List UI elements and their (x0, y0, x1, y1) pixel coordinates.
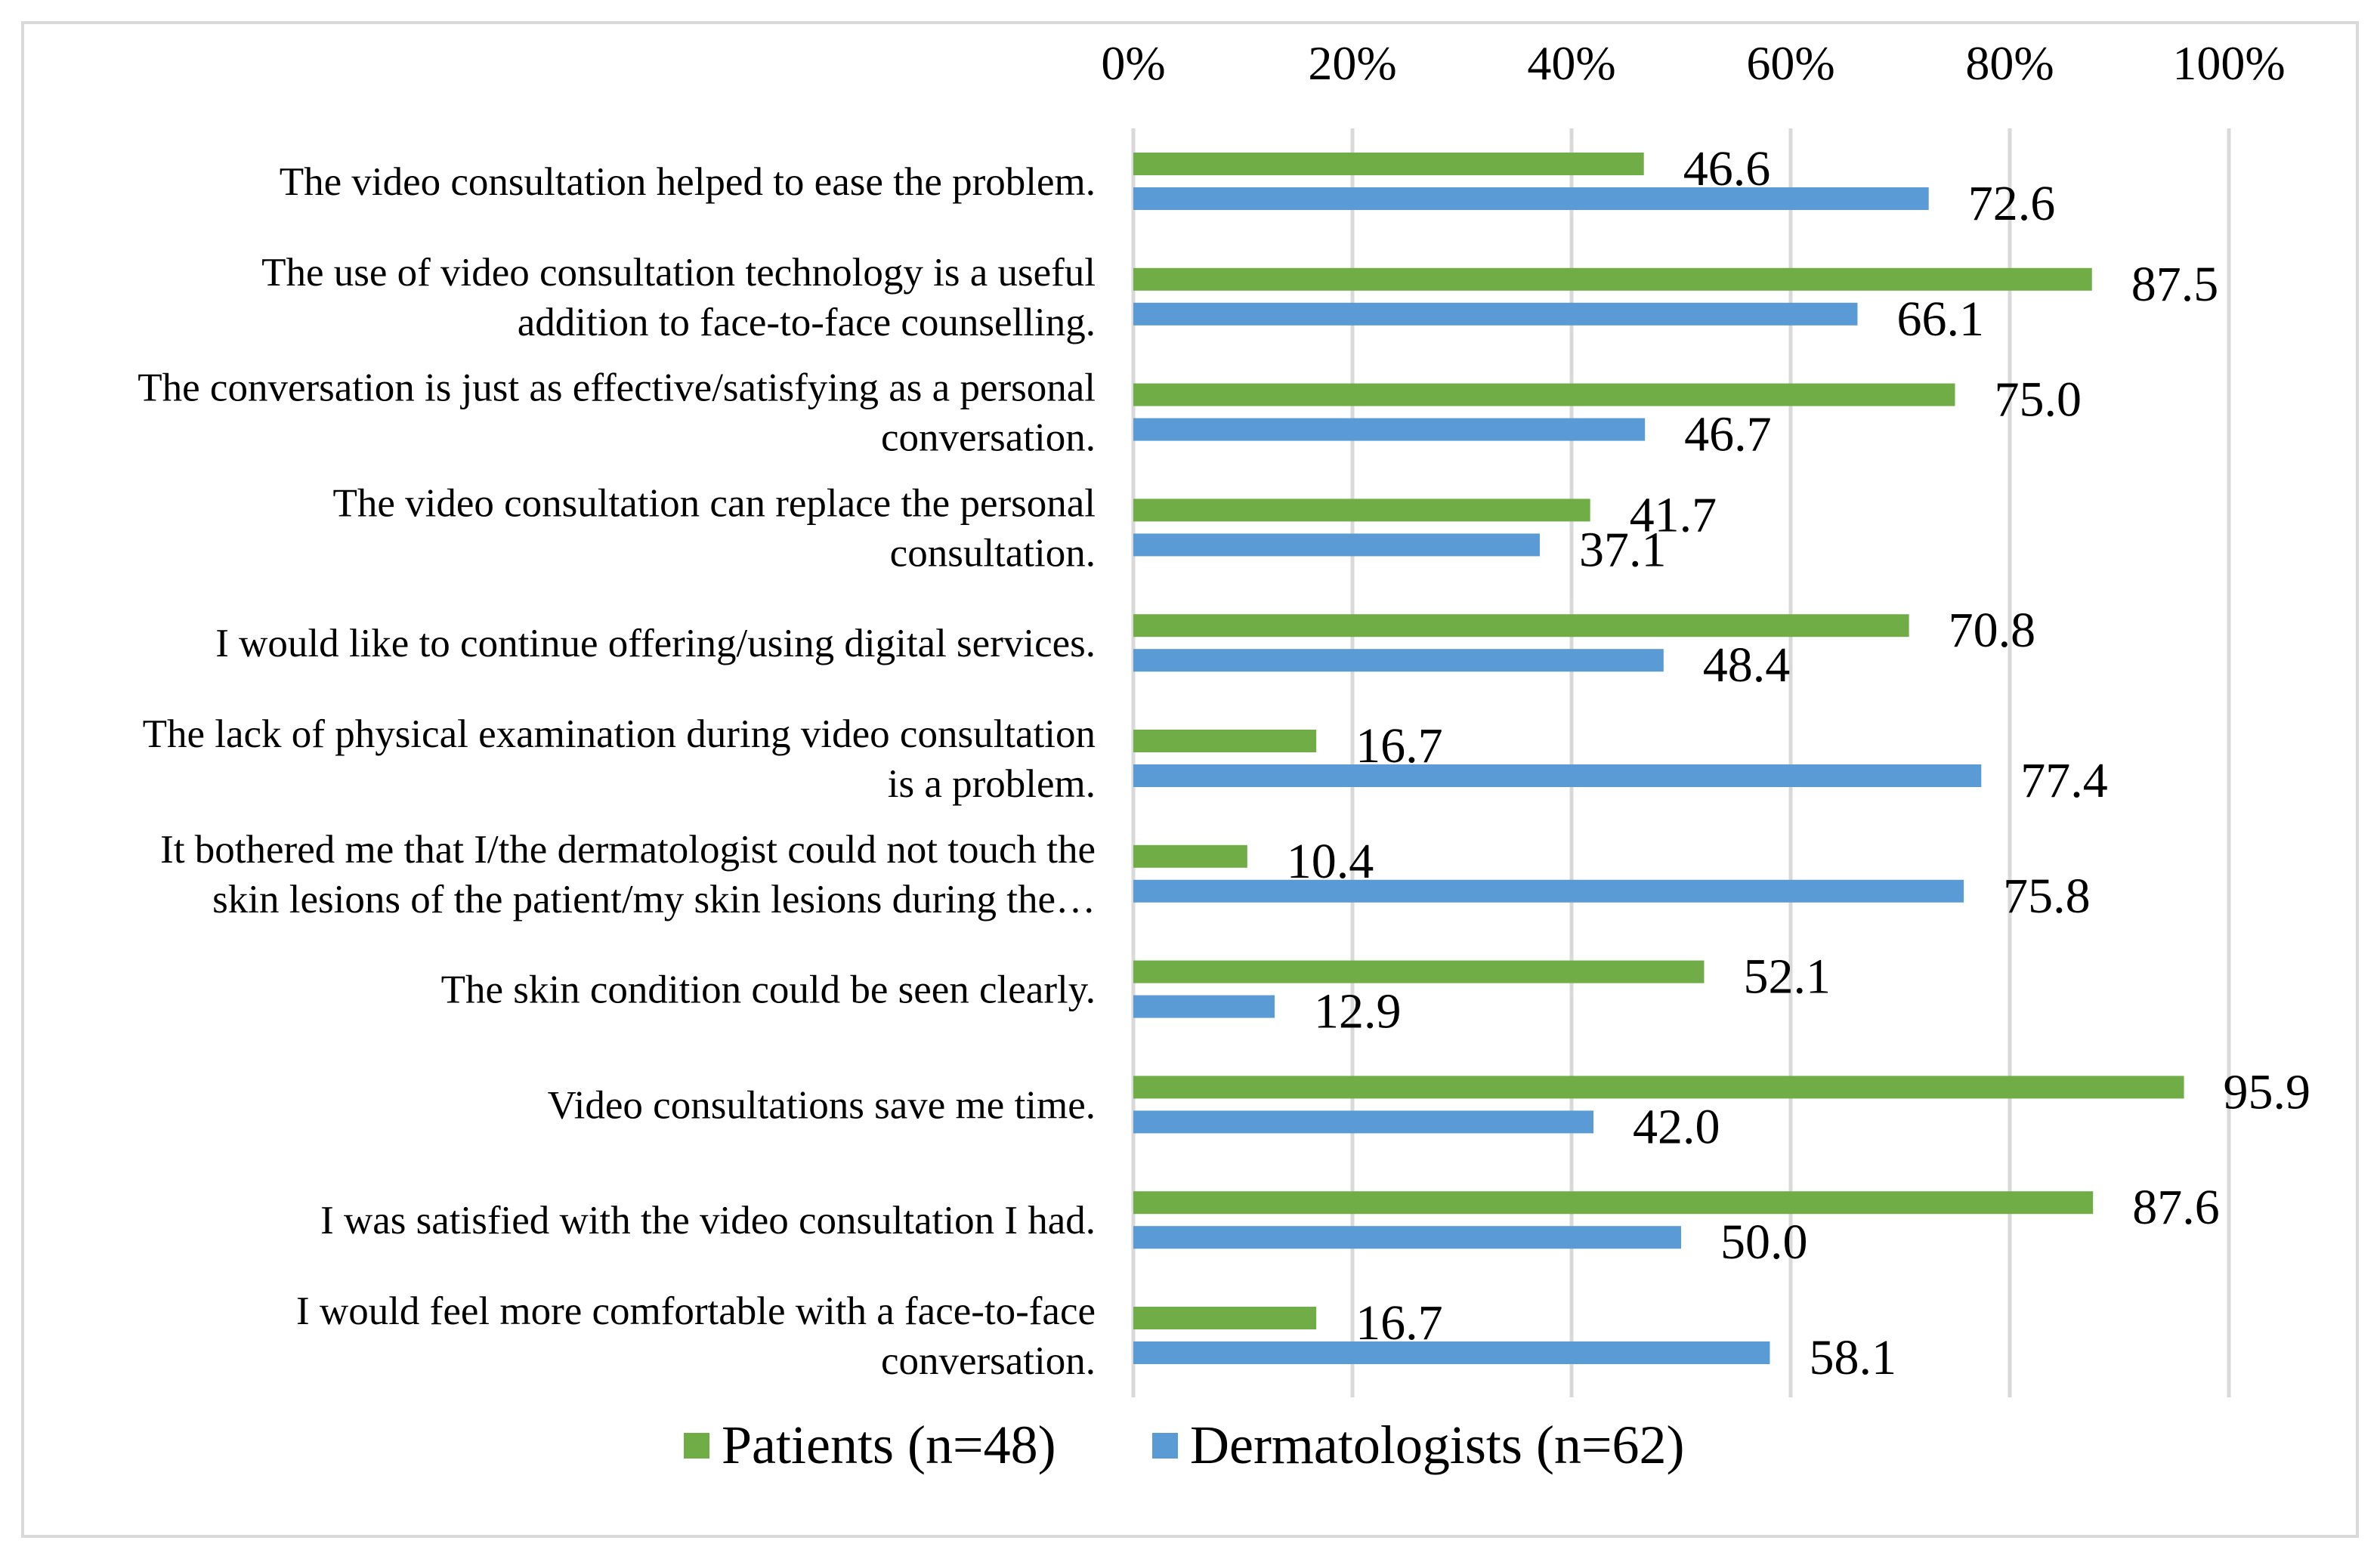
data-label: 95.9 (2224, 1064, 2311, 1119)
bars (1133, 153, 2184, 1364)
bar-patients (1133, 153, 1644, 175)
data-label: 87.6 (2132, 1180, 2220, 1235)
bar-patients (1133, 1307, 1317, 1329)
bar-dermatologists (1133, 995, 1275, 1018)
data-label: 41.7 (1630, 487, 1717, 542)
data-label: 42.0 (1633, 1099, 1720, 1154)
bar-dermatologists (1133, 418, 1646, 441)
x-tick-label: 80% (1965, 36, 2054, 90)
bar-patients (1133, 614, 1909, 637)
legend: Patients (n=48) Dermatologists (n=62) (684, 1415, 1685, 1475)
bar-patients (1133, 960, 1705, 983)
data-label: 87.5 (2131, 257, 2219, 312)
data-label: 37.1 (1579, 522, 1667, 577)
bar-dermatologists (1133, 533, 1540, 557)
x-tick-label: 40% (1527, 36, 1615, 90)
bar-dermatologists (1133, 649, 1664, 672)
data-label: 70.8 (1949, 603, 2036, 658)
data-label: 16.7 (1355, 718, 1443, 773)
data-label: 52.1 (1743, 949, 1831, 1005)
x-tick-label: 60% (1746, 36, 1834, 90)
data-label: 72.6 (1968, 176, 2056, 231)
data-label: 48.4 (1703, 637, 1791, 693)
x-tick-label: 20% (1308, 36, 1396, 90)
x-tick-label: 0% (1101, 36, 1165, 90)
data-label: 58.1 (1809, 1330, 1896, 1385)
category-label: The lack of physical examination during … (143, 712, 1096, 806)
data-label: 75.0 (1995, 372, 2082, 428)
data-label: 16.7 (1355, 1295, 1443, 1351)
bar-patients (1133, 499, 1590, 522)
legend-label: Patients (n=48) (722, 1415, 1056, 1475)
bar-dermatologists (1133, 1110, 1593, 1134)
data-label: 46.6 (1683, 141, 1771, 196)
bar-dermatologists (1133, 187, 1929, 210)
data-label: 10.4 (1287, 834, 1374, 889)
category-label: The video consultation can replace the p… (332, 481, 1096, 575)
bar-patients (1133, 730, 1317, 752)
category-label: The conversation is just as effective/sa… (138, 366, 1096, 460)
bar-patients (1133, 1076, 2184, 1099)
data-label: 77.4 (2020, 753, 2108, 808)
category-labels: The video consultation helped to ease th… (138, 160, 1096, 1383)
category-label: The video consultation helped to ease th… (280, 160, 1096, 204)
data-label: 50.0 (1720, 1215, 1808, 1270)
bar-patients (1133, 383, 1955, 406)
category-label: I would feel more comfortable with a fac… (296, 1289, 1096, 1383)
bar-patients (1133, 844, 1247, 868)
bar-dermatologists (1133, 302, 1858, 326)
category-label: It bothered me that I/the dermatologist … (160, 828, 1096, 922)
data-label: 75.8 (2003, 869, 2091, 924)
x-tick-label: 100% (2172, 36, 2285, 90)
bar-patients (1133, 267, 2092, 291)
category-label: The use of video consultation technology… (261, 251, 1096, 344)
bar-dermatologists (1133, 1341, 1770, 1364)
data-label: 12.9 (1314, 984, 1402, 1039)
x-axis-ticks: 0% 20% 40% 60% 80% 100% (1101, 36, 2285, 90)
data-labels: 46.6 72.6 87.5 66.175.0 46.7 41.737.1 70.8 48.4… (1287, 141, 2310, 1385)
data-label: 66.1 (1896, 292, 1984, 347)
legend-swatch (684, 1433, 709, 1459)
category-label: I was satisfied with the video consultat… (320, 1199, 1096, 1243)
category-label: Video consultations save me time. (548, 1083, 1096, 1127)
legend-swatch (1152, 1433, 1178, 1459)
bar-dermatologists (1133, 764, 1982, 787)
gridlines (1131, 128, 2231, 1397)
bar-patients (1133, 1191, 2094, 1215)
bar-dermatologists (1133, 1226, 1681, 1249)
category-label: The skin condition could be seen clearly… (441, 968, 1096, 1012)
data-label: 46.7 (1684, 407, 1772, 462)
bar-dermatologists (1133, 879, 1964, 903)
legend-label: Dermatologists (n=62) (1190, 1415, 1685, 1475)
category-label: I would like to continue offering/using … (215, 622, 1096, 665)
